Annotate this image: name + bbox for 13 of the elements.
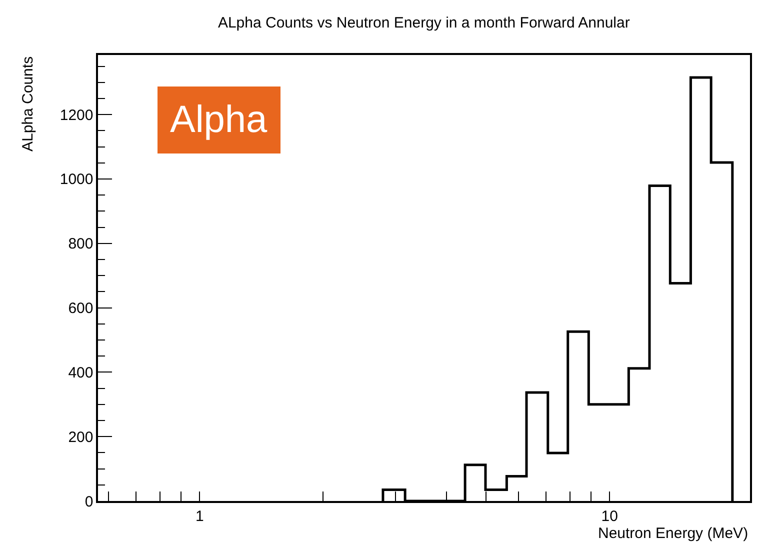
- y-tick-label: 200: [68, 428, 94, 446]
- x-axis-title: Neutron Energy (MeV): [598, 525, 748, 542]
- chart-title: ALpha Counts vs Neutron Energy in a month Forward Annular: [218, 14, 630, 32]
- y-tick-label: 1000: [60, 171, 94, 188]
- y-tick-label: 800: [68, 236, 94, 253]
- y-tick-label: 400: [68, 364, 94, 382]
- x-tick-label: 10: [601, 508, 618, 525]
- annotation: Alpha: [170, 99, 268, 141]
- y-tick-label: 0: [84, 493, 94, 510]
- x-tick-label: 1: [195, 508, 204, 525]
- y-axis-title: ALpha Counts: [20, 56, 36, 152]
- y-tick-label: 600: [68, 300, 94, 318]
- y-tick-label: 1200: [60, 106, 94, 124]
